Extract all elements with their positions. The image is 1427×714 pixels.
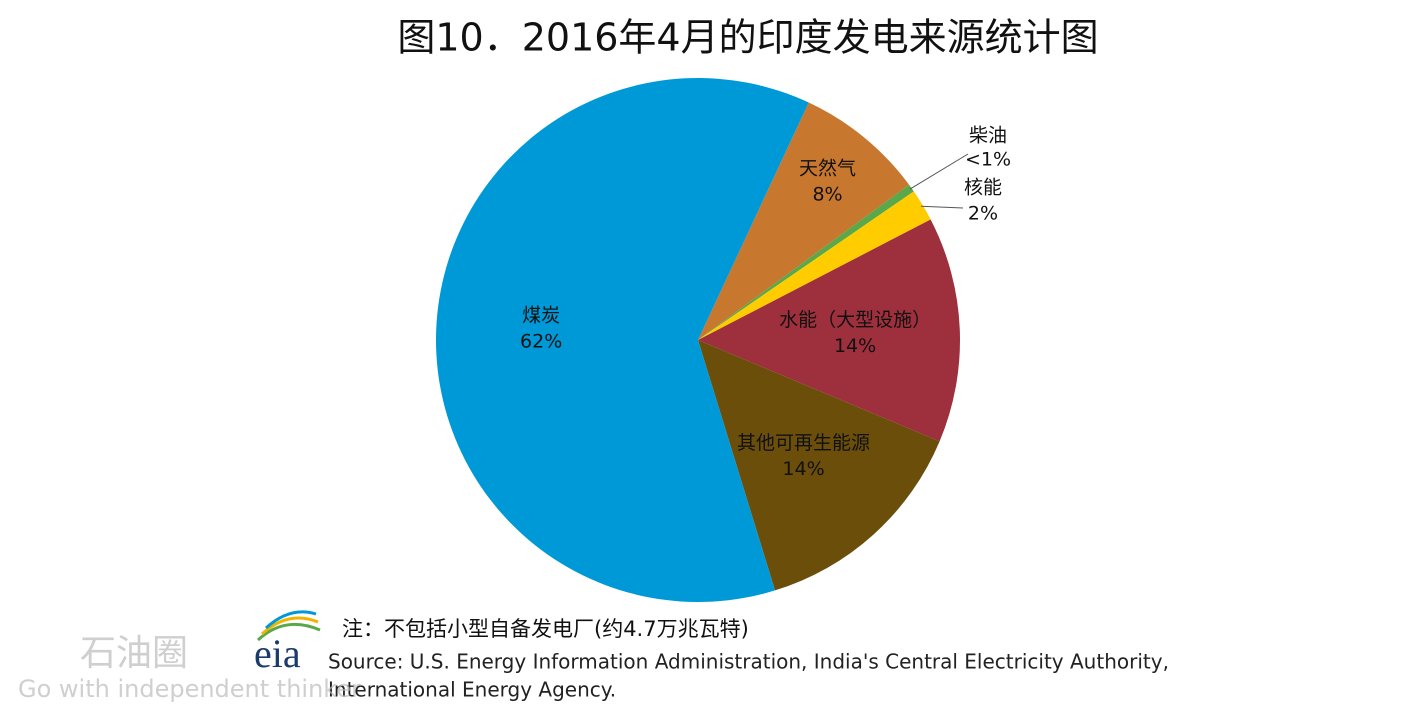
leader-line: [920, 205, 964, 209]
leader-line: [909, 153, 969, 190]
logo-arc: [256, 622, 321, 642]
slice-label: 其他可再生能源: [737, 432, 870, 454]
slice-label: 煤炭: [522, 305, 560, 327]
pie-slice: [436, 77, 809, 602]
slice-label: 核能: [964, 177, 1002, 199]
pie-slice: [698, 340, 940, 591]
watermark: Go with independent thinker: [18, 675, 361, 703]
logo-arc: [264, 610, 317, 630]
pie-slice: [698, 184, 914, 340]
slice-label: 天然气: [799, 157, 856, 179]
value-label: 8%: [812, 183, 842, 205]
note: 注：不包括小型自备发电厂(约4.7万兆瓦特): [342, 617, 749, 641]
slice-label: 水能（大型设施）: [779, 309, 931, 331]
pie-slice: [698, 219, 960, 442]
value-label: 2%: [968, 203, 998, 225]
logo-arc: [260, 616, 319, 636]
pie-slice: [698, 191, 931, 340]
value-label: 62%: [520, 331, 562, 353]
slice-label: 柴油: [969, 125, 1007, 147]
watermark: 石油圈: [80, 633, 188, 674]
logo: eia: [254, 631, 301, 676]
value-label: 14%: [834, 335, 876, 357]
pie-slice: [698, 102, 910, 340]
source-line: Source: U.S. Energy Information Administ…: [328, 650, 1169, 674]
pie: [436, 77, 960, 602]
value-label: <1%: [965, 149, 1011, 171]
value-label: 14%: [782, 458, 824, 480]
chart-title: 图10．2016年4月的印度发电来源统计图: [397, 16, 1098, 60]
source-line: International Energy Agency.: [328, 678, 616, 702]
